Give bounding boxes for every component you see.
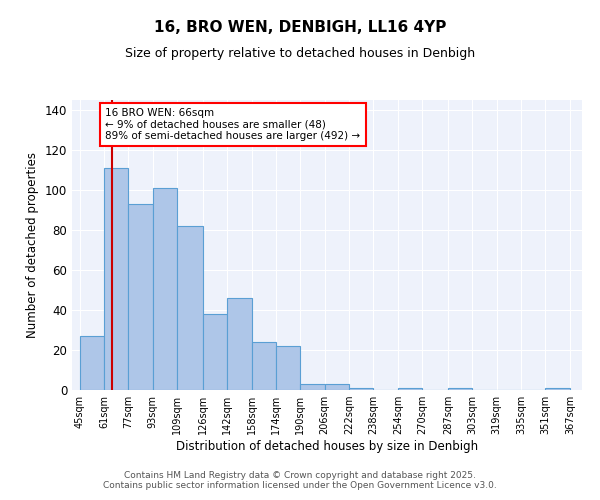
X-axis label: Distribution of detached houses by size in Denbigh: Distribution of detached houses by size … [176,440,478,453]
Bar [203,314,227,390]
Bar [349,388,373,390]
Bar [301,384,325,390]
Bar [448,388,472,390]
Bar [545,388,570,390]
Text: Size of property relative to detached houses in Denbigh: Size of property relative to detached ho… [125,48,475,60]
Text: 16, BRO WEN, DENBIGH, LL16 4YP: 16, BRO WEN, DENBIGH, LL16 4YP [154,20,446,35]
Bar [276,346,301,390]
Bar [104,168,128,390]
Text: Contains HM Land Registry data © Crown copyright and database right 2025.
Contai: Contains HM Land Registry data © Crown c… [103,470,497,490]
Bar [227,298,251,390]
Bar [398,388,422,390]
Text: 16 BRO WEN: 66sqm
← 9% of detached houses are smaller (48)
89% of semi-detached : 16 BRO WEN: 66sqm ← 9% of detached house… [106,108,361,141]
Y-axis label: Number of detached properties: Number of detached properties [26,152,39,338]
Bar [80,336,104,390]
Bar [128,204,152,390]
Bar [152,188,177,390]
Bar [251,342,276,390]
Bar [325,384,349,390]
Bar [177,226,203,390]
